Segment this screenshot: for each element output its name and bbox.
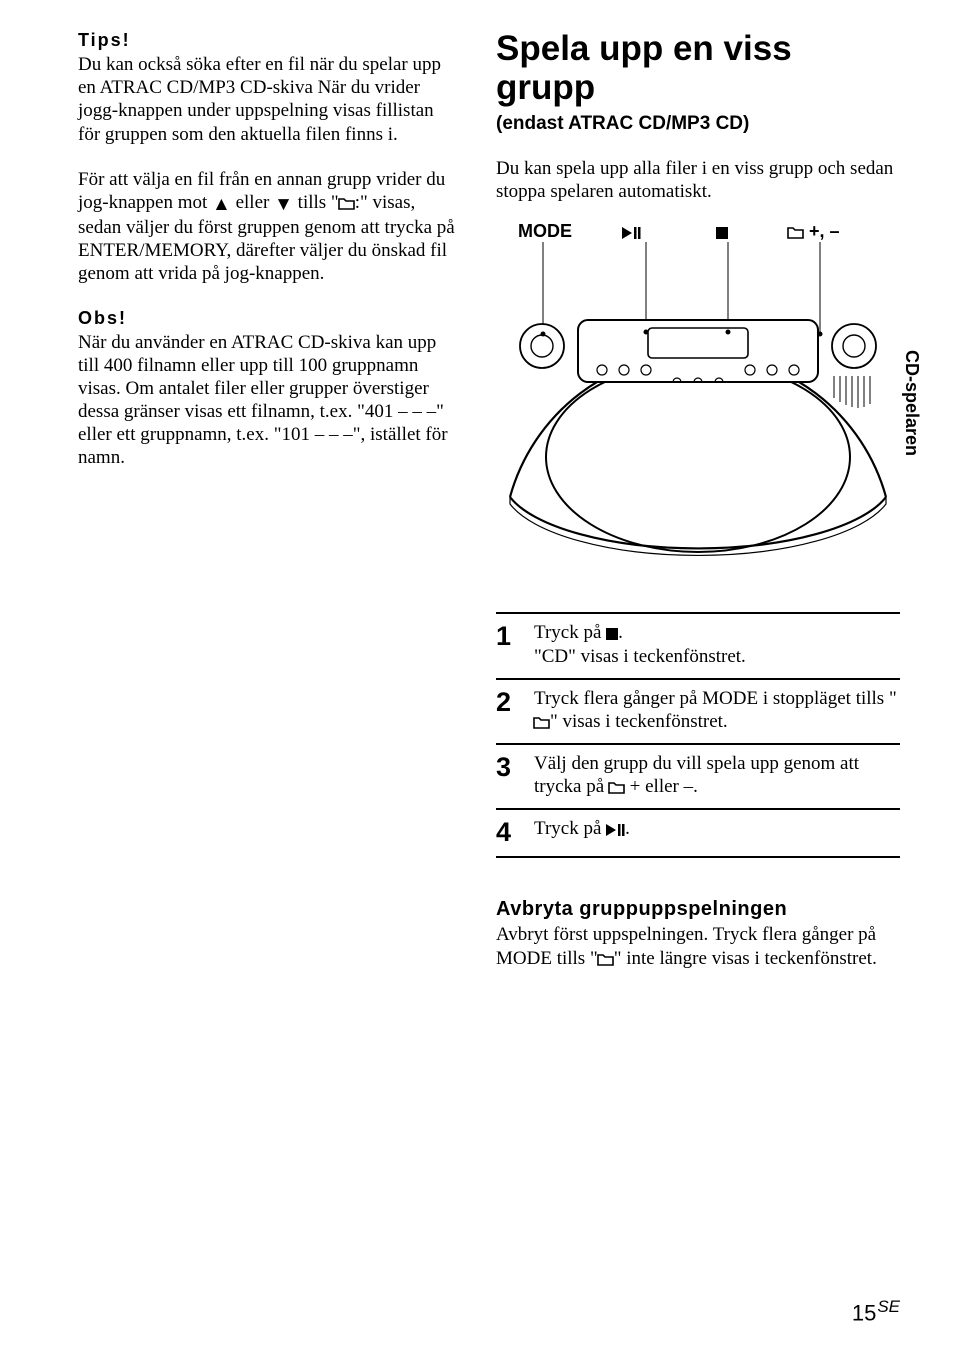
step-4: 4 Tryck på . xyxy=(496,808,900,858)
section-subtitle: (endast ATRAC CD/MP3 CD) xyxy=(496,113,900,135)
control-labels: MODE +, – xyxy=(496,221,900,242)
device-diagram xyxy=(496,242,900,572)
cancel-section: Avbryta gruppuppspelningen Avbryt först … xyxy=(496,898,900,969)
tips-heading: Tips! xyxy=(78,30,458,51)
folder-icon xyxy=(788,226,804,239)
label-folder: +, – xyxy=(788,221,840,242)
stop-icon xyxy=(716,227,728,239)
intro-text: Du kan spela upp alla filer i en viss gr… xyxy=(496,157,900,203)
step-2: 2 Tryck flera gånger på MODE i stoppläge… xyxy=(496,678,900,743)
label-play xyxy=(622,221,716,242)
section-title: Spela upp en viss grupp xyxy=(496,30,900,107)
obs-para: När du använder en ATRAC CD-skiva kan up… xyxy=(78,331,458,470)
tips-para-2: För att välja en fil från en annan grupp… xyxy=(78,168,458,286)
stop-icon xyxy=(606,628,618,640)
cancel-para: Avbryt först uppspelningen. Tryck flera … xyxy=(496,923,900,969)
tips-para-1: Du kan också söka efter en fil när du sp… xyxy=(78,53,458,146)
folder-icon xyxy=(534,716,550,729)
left-column: Tips! Du kan också söka efter en fil när… xyxy=(78,30,458,970)
steps-list: 1 Tryck på . "CD" visas i teckenfönstret… xyxy=(496,612,900,858)
up-icon: ▲ xyxy=(212,193,231,216)
down-icon: ▼ xyxy=(274,193,293,216)
step-1: 1 Tryck på . "CD" visas i teckenfönstret… xyxy=(496,612,900,677)
right-column: Spela upp en viss grupp (endast ATRAC CD… xyxy=(496,30,900,970)
folder-icon xyxy=(598,953,614,966)
page-number: 15SE xyxy=(852,1297,900,1326)
play-pause-icon xyxy=(622,227,641,239)
label-mode: MODE xyxy=(518,221,622,242)
label-stop xyxy=(716,221,788,242)
folder-icon xyxy=(339,197,355,210)
step-3: 3 Välj den grupp du vill spela upp genom… xyxy=(496,743,900,808)
cancel-heading: Avbryta gruppuppspelningen xyxy=(496,898,900,921)
play-pause-icon xyxy=(606,824,625,836)
side-tab-label: CD-spelaren xyxy=(901,350,922,456)
obs-heading: Obs! xyxy=(78,308,458,329)
folder-icon xyxy=(609,781,625,794)
